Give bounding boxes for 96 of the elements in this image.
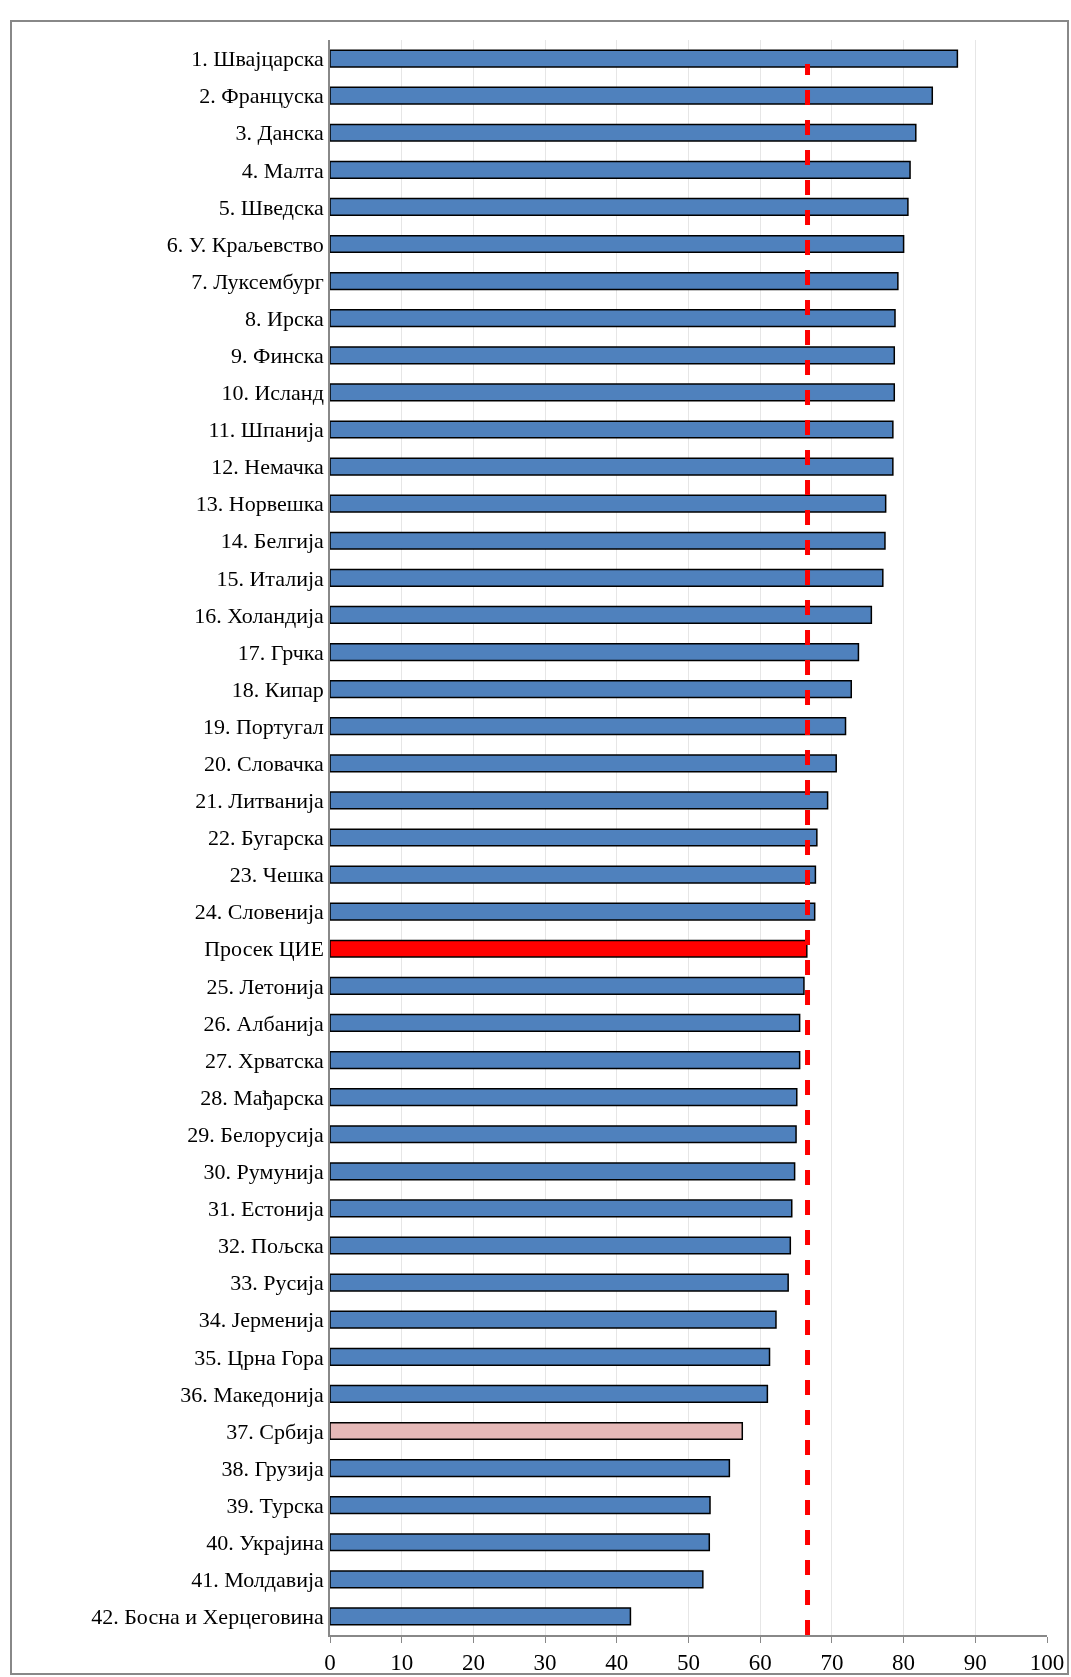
bar	[330, 457, 894, 476]
bar	[330, 791, 829, 810]
bar	[330, 1273, 789, 1292]
y-tick-label: 31. Естонија	[207, 1196, 325, 1222]
bar	[330, 1125, 797, 1144]
bar	[330, 754, 837, 773]
bar	[330, 1384, 769, 1403]
bar	[330, 272, 899, 291]
bar	[330, 865, 817, 884]
y-tick-label: 15. Италија	[216, 565, 325, 591]
y-tick-label: 14. Белгија	[220, 528, 325, 554]
x-tick-label: 80	[892, 1650, 916, 1676]
bar	[330, 123, 917, 142]
x-tick-label: 30	[533, 1650, 557, 1676]
y-tick-label: 10. Исланд	[221, 380, 324, 406]
bar	[330, 717, 847, 736]
bar	[330, 642, 860, 662]
y-tick-label: 28. Мађарска	[200, 1084, 325, 1110]
bar	[330, 309, 896, 328]
bar	[330, 420, 894, 439]
bar	[330, 346, 896, 365]
y-tick-label: 3. Данска	[235, 120, 325, 146]
y-tick-label: 30. Румунија	[203, 1159, 325, 1185]
y-tick-label: 32. Пољска	[218, 1233, 325, 1259]
y-tick-label: 17. Грчка	[237, 639, 325, 665]
y-tick-label: 42. Босна и Херцеговина	[91, 1604, 325, 1630]
bar	[330, 1013, 801, 1033]
y-tick-label: 11. Шпанија	[208, 417, 325, 443]
y-tick-label: 26. Албанија	[203, 1010, 325, 1036]
bar	[330, 1310, 777, 1329]
bar	[330, 1050, 801, 1070]
bar	[330, 1236, 792, 1255]
x-tick-label: 10	[390, 1650, 414, 1676]
bar	[330, 86, 934, 105]
x-tick-label: 70	[820, 1650, 844, 1676]
x-tick-label: 0	[324, 1650, 336, 1676]
y-tick-label: 36. Македонија	[180, 1381, 325, 1407]
y-tick-label: 22. Бугарска	[208, 825, 325, 851]
bar	[330, 49, 959, 68]
bar	[330, 828, 818, 847]
bar	[330, 1607, 632, 1626]
y-tick-label: 18. Кипар	[231, 676, 324, 702]
bar	[330, 1088, 798, 1107]
bar	[330, 1199, 793, 1218]
y-tick-label: 4. Малта	[241, 157, 325, 183]
bar	[330, 680, 853, 699]
y-tick-label: 34. Јерменија	[198, 1307, 325, 1333]
y-tick-label: 23. Чешка	[229, 862, 325, 888]
bar	[330, 1347, 771, 1366]
y-tick-label: 41. Молдавија	[191, 1567, 325, 1593]
y-tick-label: 7. Луксембург	[191, 268, 324, 294]
y-tick-label: 21. Литванија	[195, 788, 325, 814]
bar	[330, 1458, 731, 1478]
y-tick-label: 39. Турска	[226, 1492, 325, 1518]
bar	[330, 1421, 744, 1441]
bar	[330, 494, 887, 513]
x-tick-label: 40	[605, 1650, 629, 1676]
x-tick-label: 60	[748, 1650, 772, 1676]
y-tick-label: 2. Француска	[199, 83, 325, 109]
y-tick-label: Просек ЦИЕ	[204, 936, 324, 962]
y-tick-label: 5. Шведска	[218, 194, 325, 220]
y-tick-label: 38. Грузија	[221, 1455, 325, 1481]
bar	[330, 605, 873, 625]
y-tick-label: 1. Швајцарска	[191, 46, 325, 72]
bar	[330, 160, 911, 179]
bar	[330, 1533, 711, 1552]
bar	[330, 531, 886, 550]
y-tick-label: 29. Белорусија	[187, 1121, 325, 1147]
bar	[330, 1496, 711, 1515]
x-tick-label: 20	[461, 1650, 485, 1676]
bar	[330, 1162, 796, 1181]
y-tick-label: 35. Црна Гора	[194, 1344, 325, 1370]
x-tick-label: 50	[677, 1650, 700, 1676]
bar	[330, 234, 905, 254]
bar	[330, 568, 884, 587]
y-tick-label: 13. Норвешка	[195, 491, 325, 517]
y-tick-label: 9. Финска	[231, 342, 325, 368]
y-tick-label: 37. Србија	[226, 1418, 325, 1444]
bar	[330, 902, 816, 921]
bar	[330, 197, 909, 217]
y-tick-label: 6. У. Краљевство	[166, 231, 324, 257]
y-tick-label: 27. Хрватска	[204, 1047, 325, 1073]
y-tick-label: 25. Летонија	[206, 973, 325, 999]
bar	[330, 1570, 704, 1589]
y-tick-label: 40. Украјина	[206, 1529, 325, 1555]
x-tick-label: 100	[1029, 1650, 1065, 1676]
y-tick-label: 19. Португал	[202, 713, 324, 739]
bar	[330, 383, 896, 402]
y-tick-label: 16. Холандија	[194, 602, 325, 628]
y-tick-label: 8. Ирска	[245, 305, 325, 331]
y-tick-label: 24. Словенија	[194, 899, 325, 925]
x-tick-label: 90	[963, 1650, 987, 1676]
y-tick-label: 12. Немачка	[211, 454, 325, 480]
y-tick-label: 33. Русија	[230, 1270, 325, 1296]
bar	[330, 976, 805, 995]
y-tick-label: 20. Словачка	[204, 751, 325, 777]
